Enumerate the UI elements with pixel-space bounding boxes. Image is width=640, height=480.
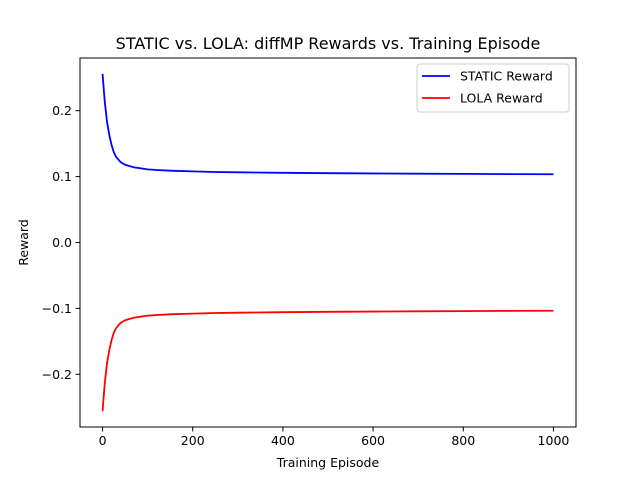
x-tick-label: 0	[99, 433, 107, 448]
chart-title: STATIC vs. LOLA: diffMP Rewards vs. Trai…	[116, 34, 541, 53]
y-axis-label: Reward	[16, 219, 31, 266]
y-axis-ticks: −0.2 −0.1 0.0 0.1 0.2	[42, 103, 80, 382]
legend-label-static: STATIC Reward	[460, 69, 553, 84]
x-tick-label: 800	[451, 433, 475, 448]
x-tick-label: 400	[271, 433, 295, 448]
x-tick-label: 600	[361, 433, 385, 448]
y-tick-label: −0.1	[42, 301, 72, 316]
series-line-static-reward	[101, 73, 554, 176]
x-axis-label: Training Episode	[276, 455, 380, 470]
x-tick-label: 1000	[538, 433, 570, 448]
y-tick-label: 0.2	[52, 103, 72, 118]
y-tick-label: −0.2	[42, 367, 72, 382]
legend-box	[416, 63, 570, 113]
y-tick-label: 0.1	[52, 169, 72, 184]
plot-lines	[101, 73, 554, 412]
plot-frame	[79, 57, 577, 428]
series-line-lola-reward	[101, 309, 554, 412]
y-tick-label: 0.0	[52, 235, 72, 250]
x-axis-ticks: 0 200 400 600 800 1000	[99, 427, 570, 448]
x-tick-label: 200	[181, 433, 205, 448]
legend-label-lola: LOLA Reward	[460, 91, 543, 106]
legend: STATIC Reward LOLA Reward	[416, 63, 570, 113]
